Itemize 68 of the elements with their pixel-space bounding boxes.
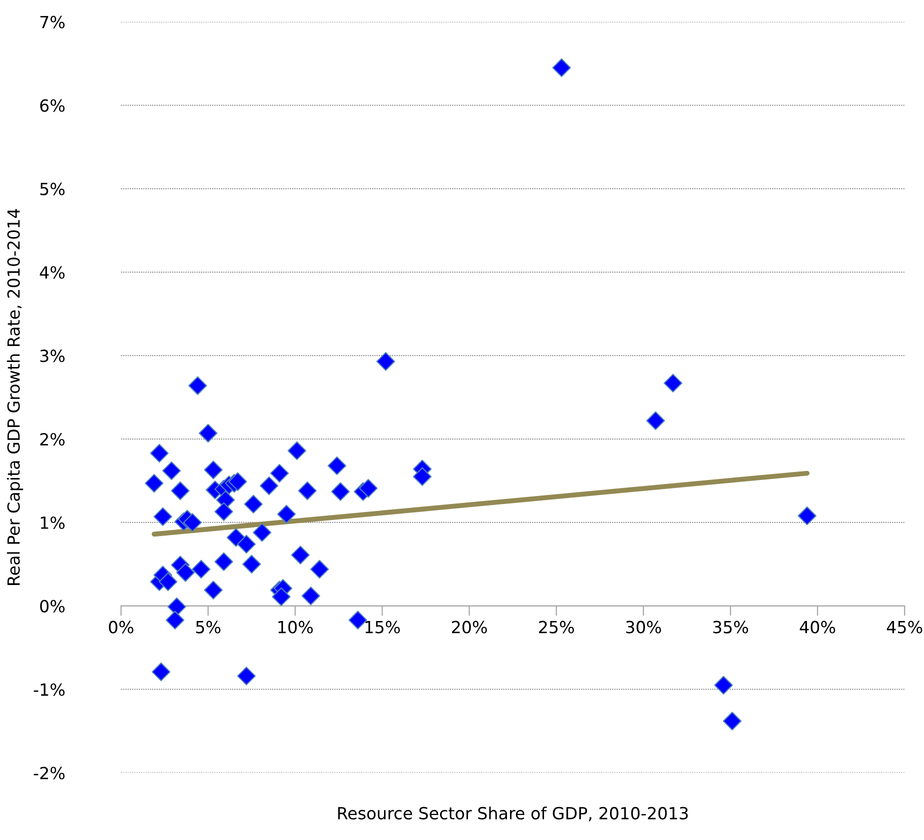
point [152,662,170,682]
point [288,441,306,460]
y-axis-title: Real Per Capita GDP Growth Rate, 2010-2014 [6,208,24,585]
y-tick-label: 5% [40,182,65,196]
point [252,523,272,542]
x-tick-label: 5% [196,620,220,634]
y-tick-label: 1% [40,516,65,530]
y-tick-label: 6% [40,99,65,112]
point [228,472,248,491]
point [242,554,261,574]
y-tick-label: 3% [40,350,65,362]
x-tick-label: 10% [278,620,313,634]
y-tick-label: -2% [34,766,65,780]
point [348,610,368,630]
point [237,534,256,554]
point [412,467,432,486]
point [188,376,207,395]
point [192,560,210,579]
point [646,411,665,430]
point [214,502,234,521]
point [244,494,263,514]
x-tick-label: 35% [713,620,748,634]
x-axis-title: Resource Sector Share of GDP, 2010-2013 [338,806,688,822]
point [722,712,742,730]
point [162,461,181,480]
point [358,478,378,498]
point [310,560,329,579]
x-tick-label: 30% [626,620,662,634]
point [277,504,296,524]
point [204,580,223,600]
point [176,563,195,582]
x-tick-label: 15% [366,620,400,634]
point [260,476,278,496]
point [167,597,186,616]
x-tick-label: 20% [452,620,487,634]
y-tick-label: 4% [40,266,65,279]
point [183,513,202,532]
point [714,676,733,695]
point [331,482,350,501]
point [204,460,223,480]
point [552,58,571,78]
point [328,456,346,476]
point [226,528,246,547]
point [272,587,291,606]
y-tick-label: 0% [40,600,65,612]
point [798,506,816,526]
point [158,572,178,592]
point [298,481,317,500]
point [214,552,234,572]
point [237,666,256,686]
point [664,374,682,392]
point [170,481,190,500]
y-tick-label: -1% [34,683,65,696]
point [270,464,289,483]
point [198,424,218,443]
point [153,507,172,526]
x-tick-label: 25% [539,620,574,634]
point [150,444,169,463]
x-tick-label: 40% [800,620,836,634]
point [291,546,310,564]
y-tick-label: 7% [40,16,65,28]
point [166,610,184,630]
y-tick-label: 2% [40,433,65,446]
x-tick-label: 45% [886,620,922,634]
point [302,586,320,606]
point [144,474,164,493]
point [376,352,396,371]
x-tick-label: 0% [108,620,134,634]
